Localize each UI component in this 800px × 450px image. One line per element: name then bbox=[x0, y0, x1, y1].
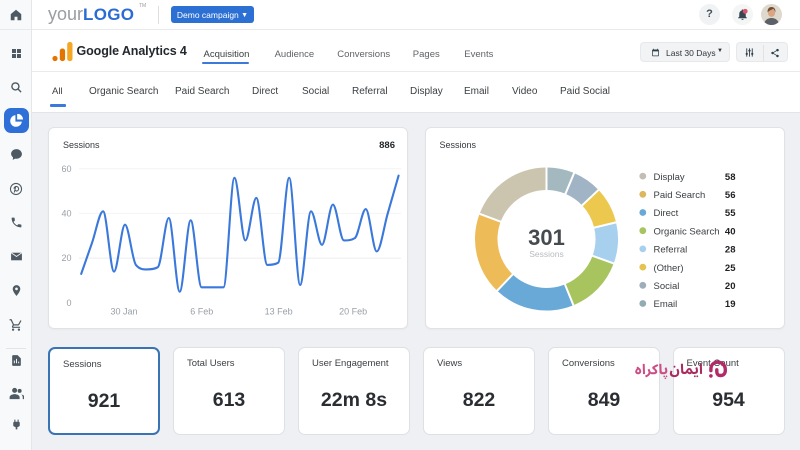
svg-text:6 Feb: 6 Feb bbox=[190, 307, 213, 317]
svg-text:Display: Display bbox=[653, 172, 684, 183]
svg-text:20: 20 bbox=[61, 253, 71, 263]
svg-text:19: 19 bbox=[724, 299, 735, 310]
svg-text:301: 301 bbox=[528, 225, 565, 250]
svg-text:13 Feb: 13 Feb bbox=[265, 307, 293, 317]
svg-text:30 Jan: 30 Jan bbox=[110, 307, 137, 317]
svg-text:60: 60 bbox=[61, 164, 71, 174]
svg-text:Referral: Referral bbox=[653, 245, 687, 256]
svg-text:0: 0 bbox=[66, 298, 71, 308]
svg-text:Paid Search: Paid Search bbox=[653, 190, 705, 201]
svg-text:56: 56 bbox=[724, 190, 735, 201]
svg-text:Sessions: Sessions bbox=[529, 249, 564, 259]
svg-text:25: 25 bbox=[724, 263, 735, 274]
svg-text:40: 40 bbox=[61, 209, 71, 219]
svg-text:(Other): (Other) bbox=[653, 263, 683, 274]
svg-text:40: 40 bbox=[724, 226, 735, 237]
svg-text:55: 55 bbox=[724, 208, 735, 219]
svg-text:Email: Email bbox=[653, 299, 677, 310]
svg-text:58: 58 bbox=[724, 172, 735, 183]
svg-text:20: 20 bbox=[724, 281, 735, 292]
svg-text:Organic Search: Organic Search bbox=[653, 226, 719, 237]
svg-text:28: 28 bbox=[724, 245, 735, 256]
svg-text:Direct: Direct bbox=[653, 208, 678, 219]
svg-text:20 Feb: 20 Feb bbox=[339, 307, 367, 317]
svg-text:Social: Social bbox=[653, 281, 679, 292]
